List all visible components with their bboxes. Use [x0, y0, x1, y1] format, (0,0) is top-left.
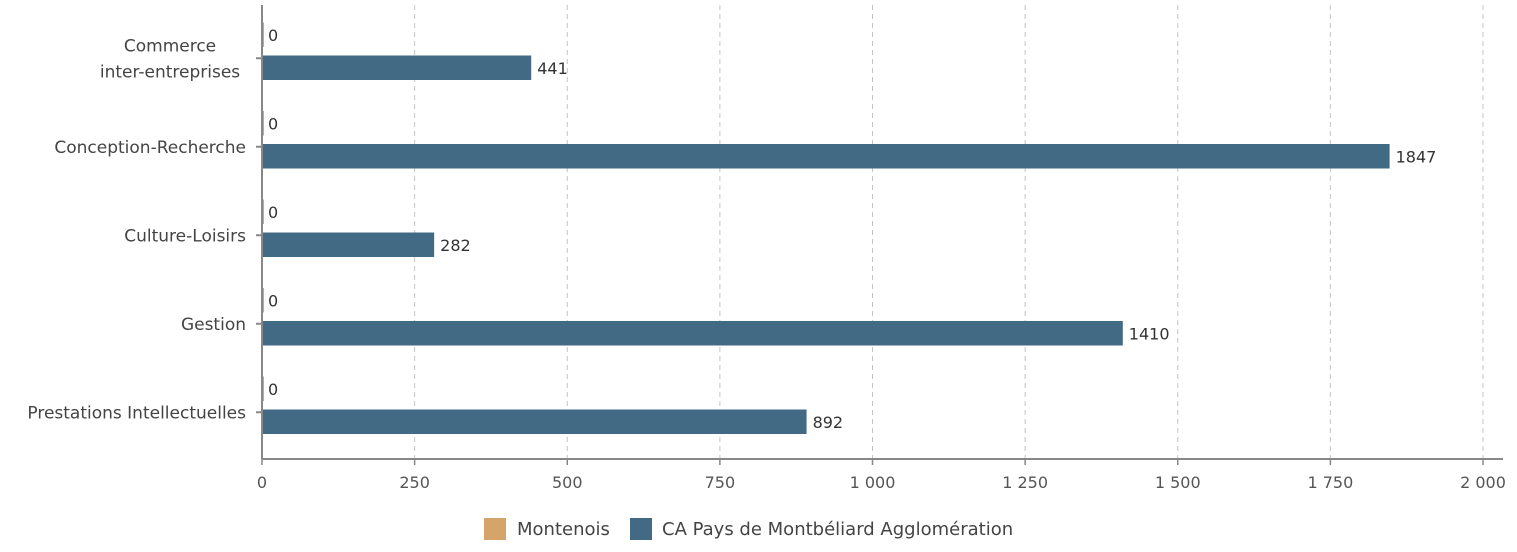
x-tick-label: 750	[705, 473, 736, 492]
bar-ca-pma	[262, 321, 1123, 346]
category-label: Conception-Recherche	[54, 138, 246, 158]
grid-lines	[414, 5, 1484, 459]
legend: Montenois CA Pays de Montbéliard Agglomér…	[484, 518, 1013, 540]
x-tick-label: 250	[399, 473, 430, 492]
category-label-line: Culture-Loisirs	[124, 226, 246, 246]
data-label: 0	[268, 291, 278, 310]
labels: 0 441 Commerce inter-entreprises 0 1847 Concep…	[27, 26, 1506, 492]
category-label: Prestations Intellectuelles	[27, 403, 246, 423]
data-label: 0	[268, 380, 278, 399]
category-label-line: inter-entreprises	[100, 62, 240, 82]
bar-ca-pma	[262, 409, 807, 434]
bar-ca-pma	[262, 232, 435, 257]
data-label: 441	[537, 59, 568, 78]
data-label: 0	[268, 203, 278, 222]
category-label: Commerce inter-entreprises	[100, 36, 240, 82]
x-tick-label: 1 250	[1002, 473, 1048, 492]
category-label: Culture-Loisirs	[124, 226, 246, 246]
data-label: 0	[268, 114, 278, 133]
category-label: Gestion	[181, 315, 246, 335]
axes	[256, 5, 1503, 465]
category-label-line: Commerce	[124, 36, 216, 56]
data-label: 1847	[1396, 147, 1437, 166]
x-tick-label: 1 750	[1307, 473, 1353, 492]
category-label-line: Gestion	[181, 315, 246, 335]
data-label: 282	[440, 236, 471, 255]
bar-ca-pma	[262, 55, 532, 80]
data-label: 892	[813, 413, 844, 432]
category-label-line: Prestations Intellectuelles	[27, 403, 246, 423]
legend-label-ca-pma: CA Pays de Montbéliard Agglomération	[662, 519, 1013, 540]
bar-ca-pma	[262, 144, 1390, 169]
x-tick-label: 500	[552, 473, 583, 492]
x-tick-label: 1 500	[1155, 473, 1201, 492]
bars	[262, 22, 1390, 434]
data-label: 1410	[1129, 324, 1170, 343]
legend-swatch-ca-pma	[630, 518, 652, 540]
x-tick-label: 0	[257, 473, 267, 492]
x-tick-label: 1 000	[850, 473, 896, 492]
legend-swatch-montenois	[484, 518, 506, 540]
x-tick-label: 2 000	[1460, 473, 1506, 492]
legend-label-montenois: Montenois	[517, 519, 610, 540]
data-label: 0	[268, 26, 278, 45]
category-label-line: Conception-Recherche	[54, 138, 246, 158]
